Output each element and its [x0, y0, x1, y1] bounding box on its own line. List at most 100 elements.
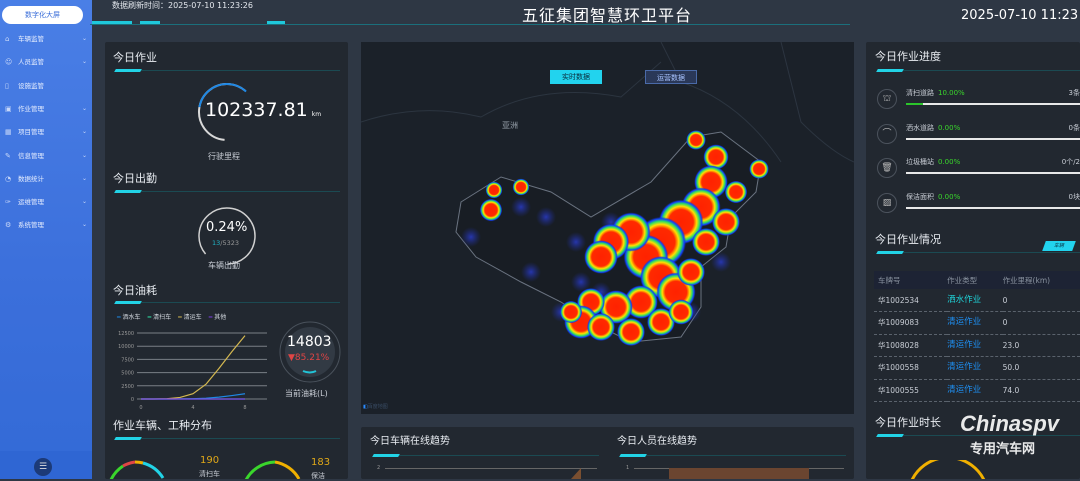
heat-point	[749, 159, 769, 179]
mileage-value: 102337.81	[205, 99, 308, 121]
attendance-total: /5323	[220, 239, 240, 247]
duration-ring	[910, 460, 986, 479]
fuel-label: 当前油耗(L)	[285, 389, 328, 398]
heat-point	[559, 300, 583, 324]
title-underline	[373, 455, 599, 456]
legend-item[interactable]: ━ 清运车	[178, 314, 202, 321]
progress-bar	[906, 137, 1080, 140]
watermark-logo: Chinaspv	[960, 411, 1060, 436]
heat-point	[511, 197, 531, 217]
sidebar-item-label: 项目管理	[18, 128, 44, 137]
sidebar-item[interactable]: ⌂ 车辆监管 ⌄	[5, 32, 87, 46]
table-row[interactable]: 华1002534 洒水作业 0	[874, 289, 1080, 312]
file-icon: ▯	[5, 81, 9, 90]
title-underline	[877, 435, 1080, 436]
progress-label: 洒水道路	[906, 123, 934, 132]
type-cell: 清运作业	[947, 362, 982, 373]
heat-point	[566, 232, 586, 252]
heat-point	[703, 144, 729, 170]
sidebar-item[interactable]: ▣ 作业管理 ⌄	[5, 102, 87, 116]
distribution-label: 清扫车	[199, 470, 220, 478]
heatmap-map[interactable]: 实时数据 运营数据 亚洲 ◧百度地图	[361, 42, 854, 414]
menu-fold-icon[interactable]: ☰	[34, 458, 52, 476]
y-tick-label: 10000	[118, 344, 134, 350]
staff-trend-area	[669, 468, 809, 479]
heat-point	[485, 181, 503, 199]
heat-point	[677, 258, 705, 286]
sidebar-item[interactable]: ▯ 设施监管	[5, 79, 87, 93]
sidebar-item-label: 系统管理	[18, 221, 44, 230]
heat-point	[711, 252, 731, 272]
header-line	[90, 24, 850, 25]
progress-percent: 0.00%	[938, 123, 961, 132]
attendance-label: 车辆出勤	[208, 261, 240, 270]
chevron-down-icon: ⌄	[81, 198, 87, 206]
y-tick: 2	[377, 465, 381, 471]
progress-item: ⛫ 清扫道路 10.00% 3条	[877, 89, 1080, 119]
attendance-ring	[198, 207, 256, 265]
table-row[interactable]: 华1008028 清运作业 23.0	[874, 334, 1080, 357]
progress-item: 🗑 垃圾桶站 0.00% 0个/2	[877, 158, 1080, 188]
plate-cell: 华1002534	[878, 295, 919, 305]
table-row[interactable]: 华1000555 清运作业 74.0	[874, 379, 1080, 402]
grid-icon: ▦	[5, 128, 12, 137]
home-icon: ⌂	[5, 35, 10, 43]
pie-icon: ◔	[5, 174, 12, 183]
distribution-label: 保洁	[311, 472, 325, 480]
sidebar-item[interactable]: ✑ 运维管理 ⌄	[5, 195, 87, 209]
km-cell: 0	[1002, 295, 1008, 305]
section-title: 今日出勤	[113, 172, 157, 185]
header: 数据刷新时间：2025-07-10 11:23:26 五征集团智慧环卫平台 20…	[90, 0, 1080, 36]
heat-point	[686, 130, 706, 150]
legend-item[interactable]: ━ 洒水车	[117, 314, 141, 321]
progress-count: 3条	[1068, 89, 1080, 97]
title-underline	[115, 438, 340, 439]
heat-point	[521, 262, 541, 282]
map-label: 亚洲	[502, 121, 518, 130]
km-cell: 23.0	[1002, 340, 1020, 350]
progress-item: ⌒ 洒水道路 0.00% 0条	[877, 123, 1080, 154]
table-row[interactable]: 华1000558 清运作业 50.0	[874, 357, 1080, 379]
y-tick-label: 7500	[121, 357, 134, 363]
progress-label: 清扫道路	[906, 89, 934, 97]
progress-item: ▨ 保洁面积 0.00% 0块	[877, 192, 1080, 223]
legend-item[interactable]: ━ 清扫车	[147, 314, 172, 321]
sidebar-item-label: 运维管理	[18, 198, 44, 207]
plate-cell: 华1008028	[878, 340, 919, 350]
right-panel: 今日作业进度 今日作业情况 车辆 车牌号 作业类型 作业里程(km) 华1002…	[866, 42, 1080, 479]
sidebar-item[interactable]: ▦ 项目管理 ⌄	[5, 125, 87, 139]
section-title: 作业车辆、工种分布	[113, 419, 212, 432]
series-line-清运车	[141, 335, 246, 400]
mileage-ring	[197, 83, 256, 141]
watermark-text: 专用汽车网	[970, 442, 1036, 457]
fuel-ring	[279, 321, 341, 383]
section-title: 今日作业	[113, 51, 157, 64]
attendance-percent: 0.24%	[206, 220, 248, 235]
sidebar-item[interactable]: ◔ 数据统计 ⌄	[5, 172, 87, 186]
x-tick-label: 0	[139, 405, 142, 409]
vehicle-trend-area	[571, 468, 581, 479]
progress-percent: 0.00%	[938, 192, 961, 201]
live-data-button[interactable]: 实时数据	[550, 70, 602, 84]
sidebar-item[interactable]: ✎ 信息管理 ⌄	[5, 149, 87, 163]
tab-vehicle[interactable]: 车辆	[1042, 241, 1076, 251]
chevron-down-icon: ⌄	[81, 128, 87, 136]
sidebar-item-label: 数据统计	[18, 174, 44, 183]
km-cell: 74.0	[1002, 385, 1020, 395]
section-title: 今日作业进度	[875, 50, 941, 63]
table-row[interactable]: 华1009083 清运作业 0	[874, 312, 1080, 334]
sidebar-item[interactable]: ☺ 人员监管 ⌄	[5, 55, 87, 69]
heat-point	[479, 198, 503, 222]
heat-point	[512, 178, 530, 196]
ops-data-button[interactable]: 运营数据	[645, 70, 697, 84]
sidebar-item[interactable]: ⚙ 系统管理 ⌄	[5, 218, 87, 232]
legend-item[interactable]: ━ 其他	[208, 314, 227, 321]
y-tick: 1	[626, 465, 630, 471]
progress-count: 0条	[1068, 123, 1080, 132]
map-canvas[interactable]	[361, 42, 854, 414]
heat-point	[668, 299, 694, 325]
sidebar-item-dashboard[interactable]: 数字化大屏	[2, 6, 83, 24]
heat-point	[584, 240, 618, 274]
title-underline	[877, 70, 1080, 71]
sidebar-item-label: 人员监管	[18, 58, 44, 67]
